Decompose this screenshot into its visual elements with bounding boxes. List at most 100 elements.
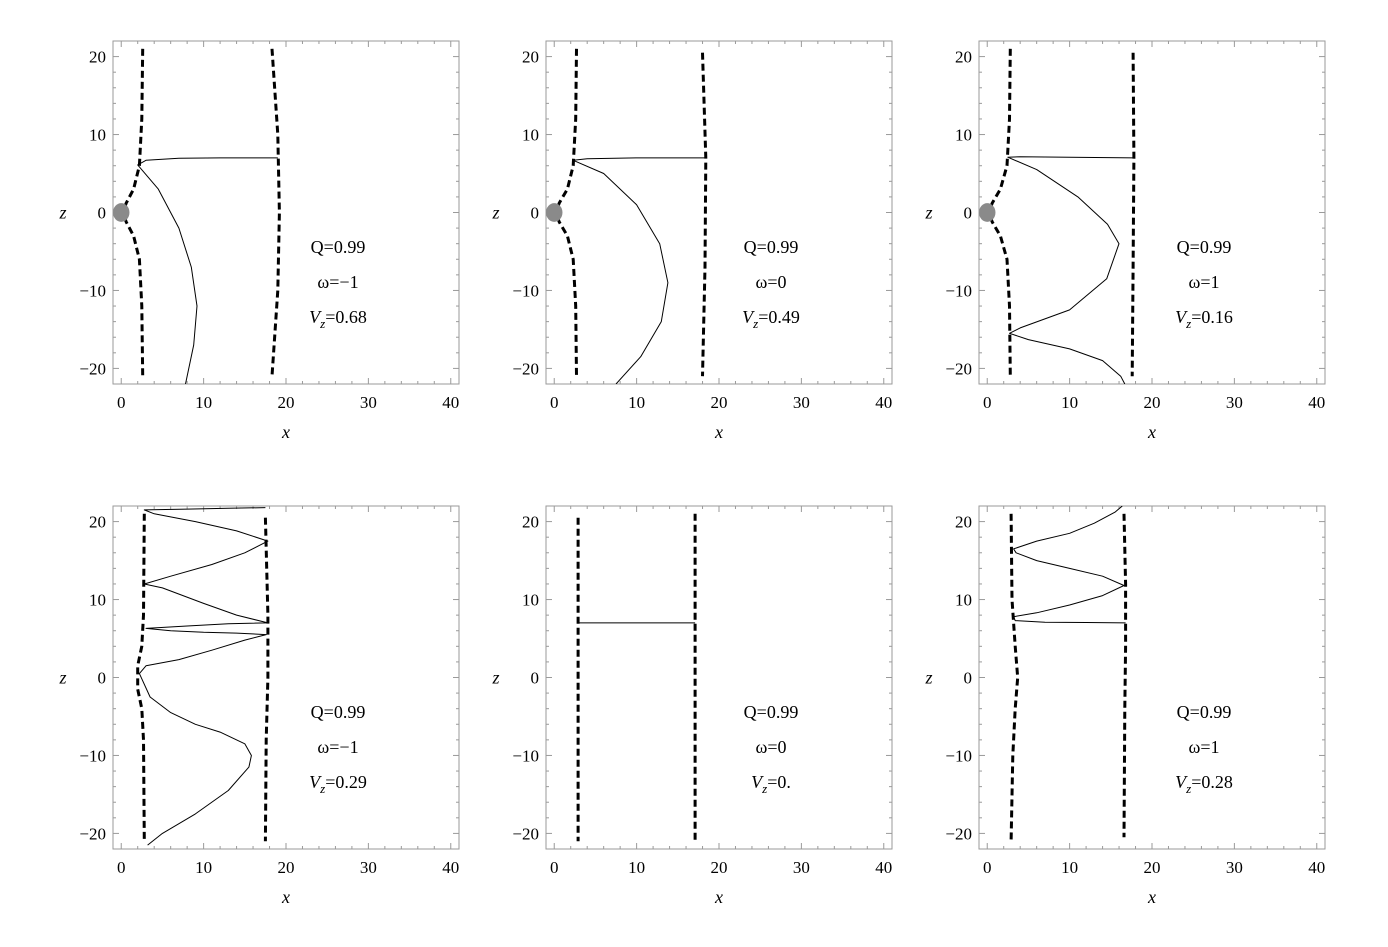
y-tick-label: −20 — [945, 824, 972, 843]
y-tick-label: 0 — [964, 669, 973, 688]
annotation-vz: Vz=0.16 — [1175, 307, 1233, 331]
x-tick-label: 40 — [442, 858, 459, 877]
plot-frame — [978, 40, 1326, 385]
y-tick-label: 20 — [89, 513, 106, 532]
y-tick-label: 10 — [522, 591, 539, 610]
annotation-omega: ω=−1 — [317, 272, 358, 292]
x-tick-label: 10 — [1061, 393, 1078, 412]
annotation-vz: Vz=0.49 — [742, 307, 800, 331]
annotation-vz: Vz=0. — [751, 772, 791, 796]
annotation-q: Q=0.99 — [744, 702, 799, 722]
annotation-q: Q=0.99 — [311, 237, 366, 257]
x-tick-label: 0 — [983, 858, 992, 877]
x-tick-label: 30 — [793, 393, 810, 412]
y-axis-label: z — [491, 668, 499, 688]
y-tick-label: 20 — [955, 513, 972, 532]
y-tick-label: 0 — [98, 669, 107, 688]
panel-5: 0 10 20 30 40 −20 −10 0 10 20 x z Q=0.99 ω=0 Vz=0. — [491, 505, 893, 907]
boundary-curve — [556, 48, 578, 209]
y-tick-label: −20 — [79, 824, 106, 843]
y-tick-label: 20 — [89, 48, 106, 67]
annotation-omega: ω=0 — [756, 737, 787, 757]
panel-1: 0 10 20 30 40 −20 −10 0 10 20 x z Q=0.99 ω=−1 Vz=0.68 — [58, 40, 460, 442]
annotation-omega: ω=0 — [756, 272, 787, 292]
annotation-vz: Vz=0.29 — [309, 772, 367, 796]
x-tick-label: 20 — [711, 858, 728, 877]
boundary-curve — [123, 48, 145, 209]
y-tick-label: 0 — [531, 204, 540, 223]
boundary-curve — [701, 52, 708, 377]
y-tick-label: −20 — [512, 824, 539, 843]
annotation-vz: Vz=0.28 — [1175, 772, 1233, 796]
y-tick-label: 20 — [955, 48, 972, 67]
y-tick-label: 0 — [531, 669, 540, 688]
x-tick-label: 10 — [195, 393, 212, 412]
y-tick-label: 0 — [964, 204, 973, 223]
annotation-vz: Vz=0.68 — [309, 307, 367, 331]
x-tick-label: 40 — [1308, 858, 1325, 877]
y-tick-label: −10 — [79, 281, 106, 300]
plot-frame — [978, 505, 1326, 850]
boundary-curve — [1122, 513, 1128, 838]
x-tick-label: 20 — [711, 393, 728, 412]
x-tick-label: 0 — [117, 393, 126, 412]
x-tick-label: 0 — [550, 393, 559, 412]
boundary-curve — [123, 216, 145, 377]
x-axis-label: x — [714, 422, 723, 442]
x-tick-label: 10 — [628, 858, 645, 877]
trajectory-line — [1013, 506, 1126, 624]
annotation-omega: ω=1 — [1189, 737, 1220, 757]
y-tick-label: −10 — [79, 746, 106, 765]
boundary-curve — [989, 216, 1012, 377]
x-tick-label: 10 — [628, 393, 645, 412]
annotation-q: Q=0.99 — [744, 237, 799, 257]
y-tick-label: 10 — [522, 126, 539, 145]
boundary-curve — [989, 48, 1012, 209]
x-tick-label: 30 — [360, 858, 377, 877]
y-tick-label: 20 — [522, 513, 539, 532]
trajectory-line — [572, 157, 705, 384]
y-tick-label: −20 — [512, 359, 539, 378]
y-axis-label: z — [491, 203, 499, 223]
black-hole-disk — [979, 203, 996, 222]
x-tick-label: 0 — [983, 393, 992, 412]
panel-4: 0 10 20 30 40 −20 −10 0 10 20 x z Q=0.99 ω=−1 Vz=0.29 — [58, 505, 460, 907]
panel-3: 0 10 20 30 40 −20 −10 0 10 20 x z Q=0.99 ω=1 Vz=0.16 — [924, 40, 1326, 442]
annotation-q: Q=0.99 — [1177, 702, 1232, 722]
y-tick-label: 10 — [89, 126, 106, 145]
y-axis-label: z — [924, 203, 932, 223]
y-tick-label: −20 — [945, 359, 972, 378]
plot-frame — [545, 505, 893, 850]
x-axis-label: x — [1147, 887, 1156, 907]
annotation-omega: ω=−1 — [317, 737, 358, 757]
y-axis-label: z — [58, 668, 66, 688]
y-tick-label: 0 — [98, 204, 107, 223]
x-tick-label: 20 — [278, 393, 295, 412]
x-tick-label: 40 — [875, 858, 892, 877]
plot-frame — [545, 40, 893, 385]
boundary-curve — [1009, 513, 1020, 842]
x-tick-label: 40 — [875, 393, 892, 412]
black-hole-disk — [546, 203, 563, 222]
trajectory-line — [137, 157, 278, 384]
x-axis-label: x — [281, 422, 290, 442]
annotation-omega: ω=1 — [1189, 272, 1220, 292]
x-tick-label: 20 — [1144, 393, 1161, 412]
x-axis-label: x — [1147, 422, 1156, 442]
x-tick-label: 20 — [1144, 858, 1161, 877]
panel-2: 0 10 20 30 40 −20 −10 0 10 20 x z Q=0.99 ω=0 Vz=0.49 — [491, 40, 893, 442]
x-tick-label: 30 — [793, 858, 810, 877]
x-tick-label: 10 — [1061, 858, 1078, 877]
x-tick-label: 30 — [360, 393, 377, 412]
x-tick-label: 40 — [442, 393, 459, 412]
y-tick-label: −10 — [945, 281, 972, 300]
annotation-q: Q=0.99 — [311, 702, 366, 722]
annotation-q: Q=0.99 — [1177, 237, 1232, 257]
y-axis-label: z — [924, 668, 932, 688]
y-tick-label: 10 — [89, 591, 106, 610]
plot-frame — [112, 505, 460, 850]
x-tick-label: 40 — [1308, 393, 1325, 412]
y-tick-label: −20 — [79, 359, 106, 378]
y-tick-label: 20 — [522, 48, 539, 67]
